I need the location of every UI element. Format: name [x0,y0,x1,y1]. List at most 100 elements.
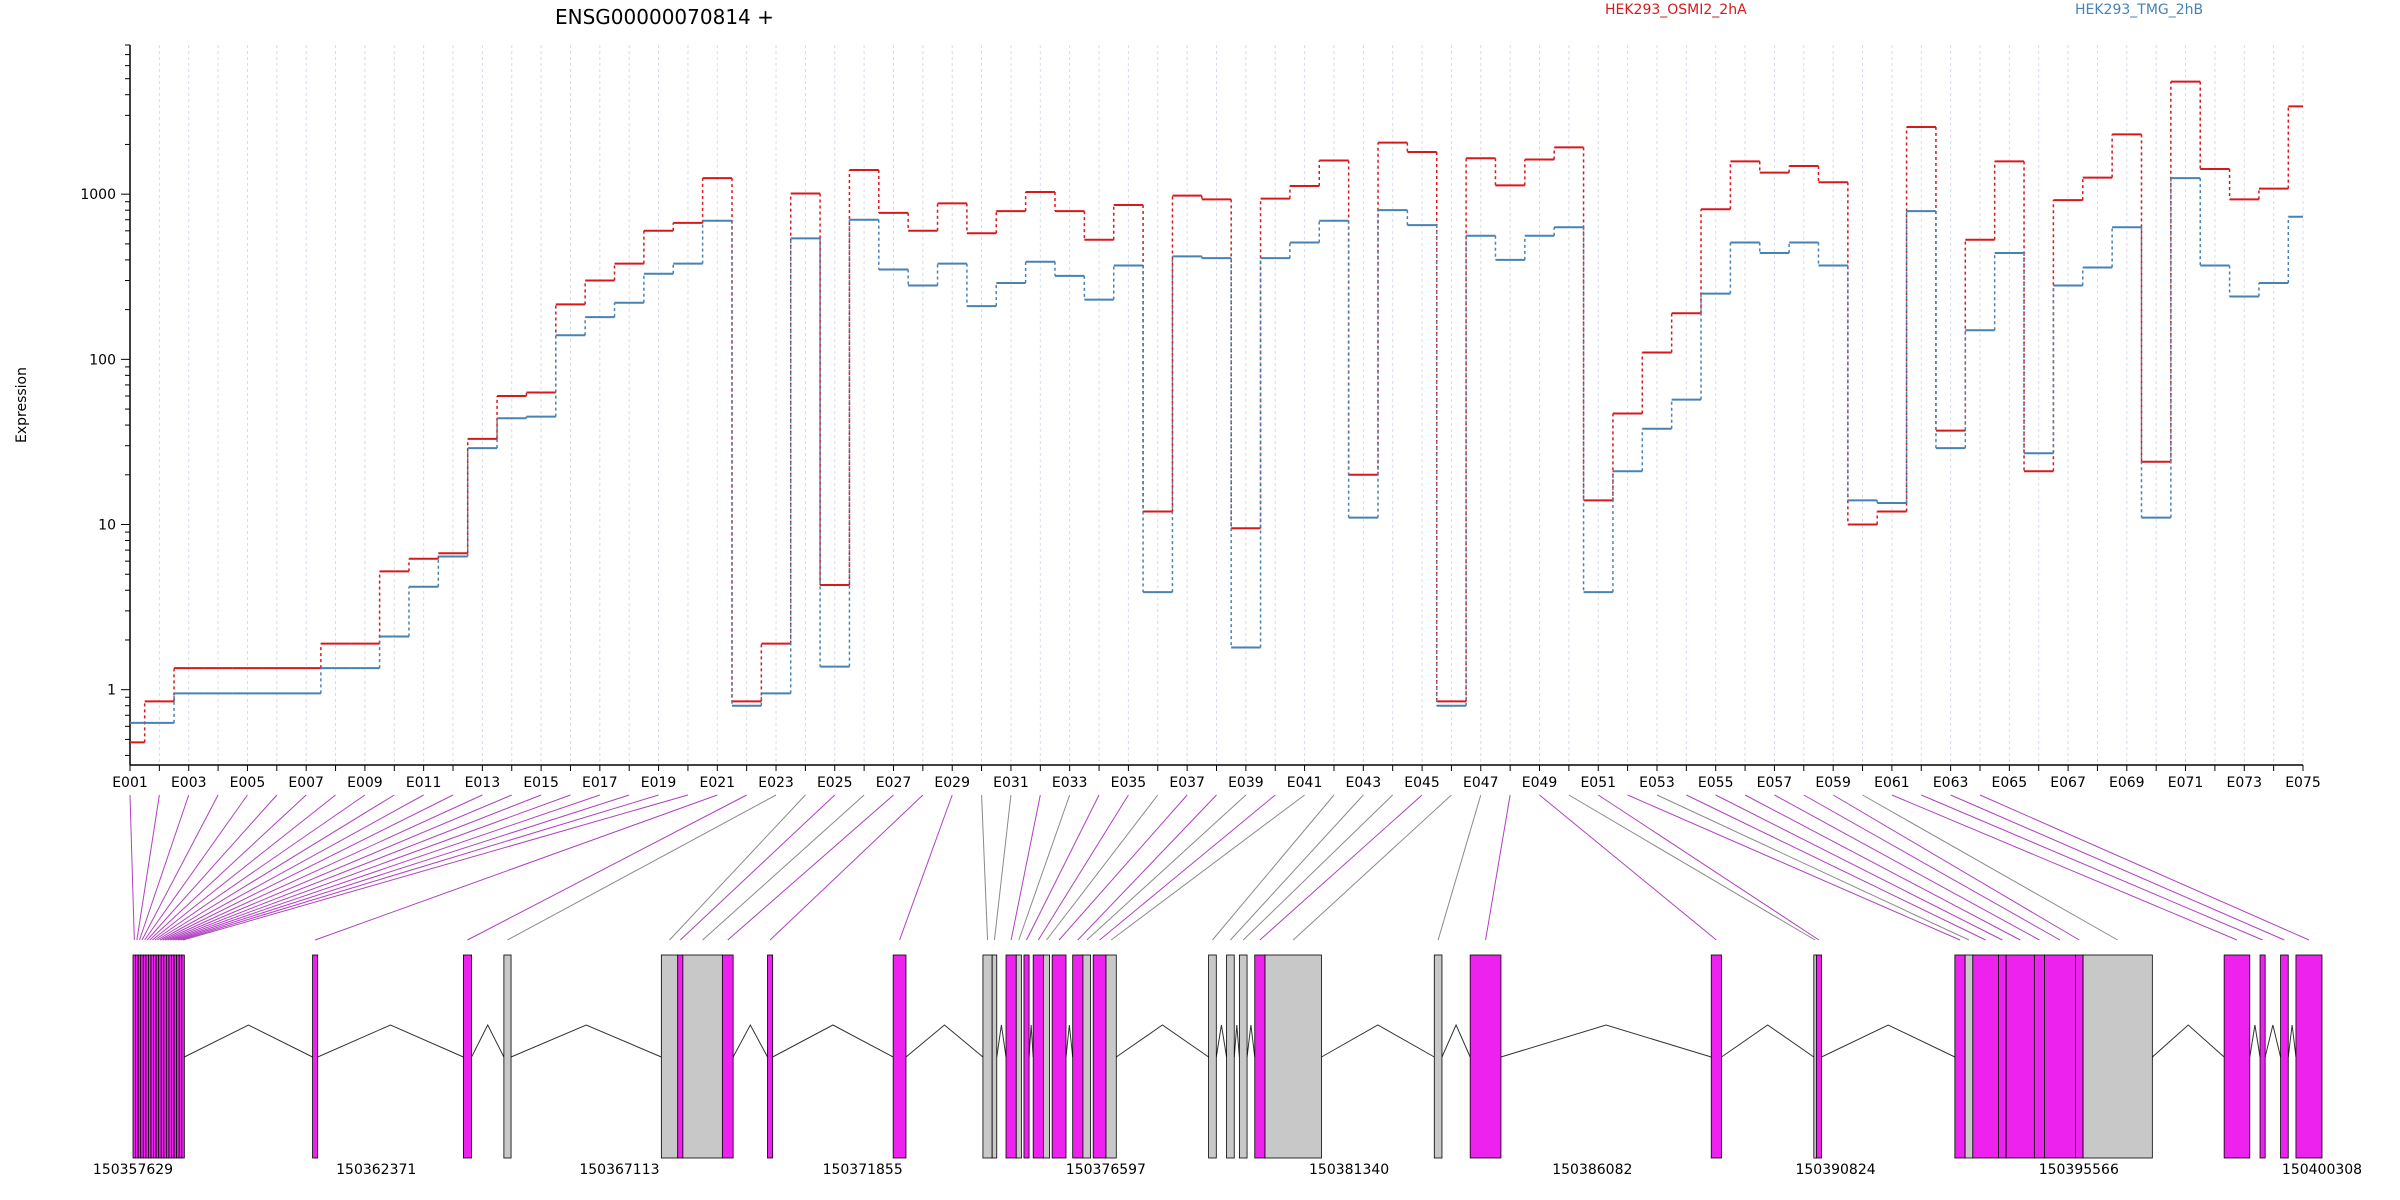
exon-box-43 [1226,954,1235,1159]
connector-E009 [154,794,366,941]
x-tick-label-E051: E051 [1580,775,1616,791]
connector-E019 [180,794,659,941]
exon-box-61 [2223,954,2251,1159]
connector-E050 [1568,794,1816,941]
x-tick-label-E031: E031 [993,775,1029,791]
x-tick-label-E071: E071 [2168,775,2204,791]
exon-box-35 [1032,954,1044,1159]
intron [1028,1024,1034,1058]
connector-E045 [1259,794,1423,941]
connector-E051 [1597,794,1820,941]
exon-box-63 [2280,954,2289,1159]
connector-E046 [1292,794,1452,941]
x-tick-label-E017: E017 [582,775,618,791]
connector-E015 [170,794,542,941]
exon-box-42 [1208,954,1217,1159]
y-tick-label: 1 [107,683,116,699]
gene-coordinate-label: 150381340 [1309,1162,1389,1178]
x-tick-label-E021: E021 [700,775,736,791]
connector-E042 [1212,794,1335,941]
gene-coordinate-label: 150362371 [336,1162,416,1178]
connector-E004 [141,794,219,941]
exon-box-46 [1264,954,1322,1159]
connector-E010 [157,794,395,941]
exon-box-49 [1710,954,1722,1159]
connector-E025 [679,794,836,941]
x-tick-label-E075: E075 [2285,775,2321,791]
exon-box-60 [2082,954,2153,1159]
x-tick-label-E027: E027 [876,775,912,791]
exon-box-45 [1254,954,1266,1159]
exon-box-62 [2259,954,2266,1159]
legend-entry-tmg: HEK293_TMG_2hB [2075,2,2203,18]
intron [1821,1024,1956,1058]
connector-E031 [993,794,1012,941]
x-tick-label-E011: E011 [406,775,442,791]
intron [996,1024,1007,1058]
connector-E038 [1077,794,1217,941]
connector-E040 [1099,794,1276,941]
exon-box-38 [1072,954,1084,1159]
x-tick-label-E005: E005 [230,775,266,791]
connector-E013 [164,794,483,941]
connector-E029 [899,794,953,941]
intron [772,1024,894,1058]
x-tick-label-E053: E053 [1639,775,1675,791]
gene-coordinate-label: 150376597 [1066,1162,1146,1178]
series-tmg [130,177,2303,724]
exon-box-54 [1972,954,1999,1159]
connector-E008 [151,794,336,941]
x-tick-label-E063: E063 [1933,775,1969,791]
series-layer [130,80,2303,744]
connector-E007 [149,794,307,941]
gene-coordinate-label: 150395566 [2039,1162,2119,1178]
connector-E036 [1046,794,1159,941]
x-tick-label-E003: E003 [171,775,207,791]
exon-box-24 [660,954,679,1159]
x-tick-label-E035: E035 [1111,775,1147,791]
intron [1215,1024,1228,1058]
connector-E059 [1832,794,2080,941]
connector-E054 [1686,794,1986,941]
intron [2152,1024,2225,1058]
gene-coordinate-axis: 150357629 150362371 150367113 150371855 1503… [93,1162,2362,1178]
exon-box-52 [1954,954,1966,1159]
gene-coordinate-label: 150390824 [1795,1162,1875,1178]
connector-E058 [1803,794,2061,941]
connector-E021 [314,794,718,941]
connector-E027 [727,794,894,941]
connector-E028 [769,794,924,941]
connector-E017 [175,794,600,941]
connector-E033 [1018,794,1071,941]
y-axis-label: Expression [14,367,30,443]
connector-E020 [182,794,689,941]
connector-E057 [1774,794,2040,941]
connector-E016 [172,794,571,941]
connector-E034 [1026,794,1100,941]
connector-E053 [1656,794,1970,941]
exon-box-21 [312,954,319,1159]
connector-E043 [1230,794,1364,941]
intron [510,1024,662,1058]
x-tick-label-E073: E073 [2226,775,2262,791]
x-tick-label-E037: E037 [1169,775,1205,791]
connector-E062 [1921,794,2263,941]
connector-E024 [669,794,806,941]
intron [1321,1024,1435,1058]
exon-box-58 [2044,954,2076,1159]
intron [471,1023,505,1058]
exon-box-48 [1469,954,1502,1159]
exon-box-28 [767,954,774,1159]
connector-E063 [1950,794,2285,941]
connector-E003 [138,794,190,941]
exon-box-39 [1082,954,1092,1159]
exon-box-59 [2074,954,2084,1159]
exon-box-29 [892,954,907,1159]
exon-box-40 [1092,954,1107,1159]
gene-coordinate-label: 150357629 [93,1162,173,1178]
x-tick-label-E059: E059 [1815,775,1851,791]
exon-box-64 [2295,954,2323,1159]
connector-E026 [702,794,865,941]
y-tick-label: 10 [98,518,116,534]
exon-box-57 [2033,954,2046,1159]
